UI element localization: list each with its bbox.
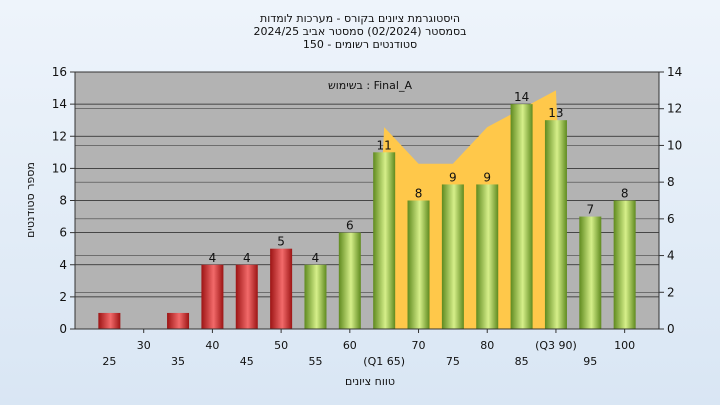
title-line-3: סטודנטים רשומים - 150 [303, 38, 417, 51]
x-tick-label: 85 [515, 355, 529, 368]
right-tick-label: 6 [667, 212, 675, 226]
right-tick-label: 8 [667, 175, 675, 189]
chart-annotation: בשימוש : Final_A [328, 79, 412, 92]
bar-data-label: 8 [415, 187, 423, 201]
x-tick-label: 50 [274, 339, 288, 352]
left-tick-label: 16 [52, 65, 67, 79]
right-tick-label: 10 [667, 138, 682, 152]
x-tick-label: 35 [171, 355, 185, 368]
data-labels: 4 4 5 4 6 11 8 9 9 14 13 7 8 [209, 90, 629, 265]
bar [235, 264, 258, 329]
right-tick-label: 2 [667, 285, 675, 299]
left-tick-label: 8 [59, 194, 67, 208]
right-tick-label: 12 [667, 102, 682, 116]
x-tick-label: (Q3 90) [535, 339, 577, 352]
bar-data-label: 11 [377, 138, 392, 152]
left-tick-label: 2 [59, 290, 67, 304]
x-axis: 30 40 50 60 70 80 (Q3 90) 100 25 35 45 55 (Q1 65) 75 8… [102, 329, 635, 368]
bar [167, 312, 190, 329]
y-axis-title: מספר סטודנטים [24, 162, 37, 238]
x-tick-label: 70 [412, 339, 426, 352]
x-tick-label: 30 [137, 339, 151, 352]
bar-data-label: 4 [312, 251, 320, 265]
bar [201, 264, 224, 329]
title-line-1: היסטוגרמת ציונים בקורס - מערכות לומדות [260, 12, 460, 25]
x-tick-label: 40 [205, 339, 219, 352]
bar [304, 264, 327, 329]
x-tick-label: (Q1 65) [363, 355, 405, 368]
left-tick-label: 0 [59, 322, 67, 336]
left-tick-label: 4 [59, 258, 67, 272]
bar [441, 184, 464, 329]
bar-data-label: 8 [621, 187, 629, 201]
title-line-2: בסמסטר (02/2024) סמסטר אביב 2024/25 [253, 25, 466, 38]
left-tick-label: 10 [52, 161, 67, 175]
bar-data-label: 14 [514, 90, 529, 104]
bar-data-label: 13 [548, 106, 563, 120]
right-tick-label: 4 [667, 249, 675, 263]
bars [98, 104, 636, 329]
bar-data-label: 4 [243, 251, 251, 265]
bar [613, 200, 636, 329]
x-tick-label: 80 [480, 339, 494, 352]
bar-data-label: 4 [209, 251, 217, 265]
bar [338, 232, 361, 329]
bar [579, 216, 602, 329]
bar [476, 184, 499, 329]
right-tick-label: 14 [667, 65, 682, 79]
bar [270, 248, 293, 329]
left-tick-label: 6 [59, 226, 67, 240]
right-tick-label: 0 [667, 322, 675, 336]
left-tick-label: 14 [52, 97, 67, 111]
x-tick-label: 60 [343, 339, 357, 352]
x-tick-label: 45 [240, 355, 254, 368]
x-axis-title: טווח ציונים [345, 375, 395, 388]
x-tick-label: 25 [102, 355, 116, 368]
x-tick-label: 55 [308, 355, 322, 368]
bar [544, 120, 567, 329]
left-y-axis: 0 2 4 6 8 10 12 14 16 [52, 65, 75, 336]
bar-data-label: 9 [483, 170, 491, 184]
chart-title: היסטוגרמת ציונים בקורס - מערכות לומדות ב… [253, 12, 466, 51]
bar-data-label: 6 [346, 219, 354, 233]
bar-data-label: 9 [449, 170, 457, 184]
bar [510, 104, 533, 329]
x-tick-label: 95 [583, 355, 597, 368]
bar-data-label: 5 [277, 235, 285, 249]
x-tick-label: 100 [614, 339, 635, 352]
bar [98, 312, 121, 329]
bar [373, 152, 396, 329]
x-tick-label: 75 [446, 355, 460, 368]
bar-data-label: 7 [586, 203, 594, 217]
bar [407, 200, 430, 329]
left-tick-label: 12 [52, 129, 67, 143]
right-y-axis: 0 2 4 6 8 10 12 14 [659, 65, 682, 336]
